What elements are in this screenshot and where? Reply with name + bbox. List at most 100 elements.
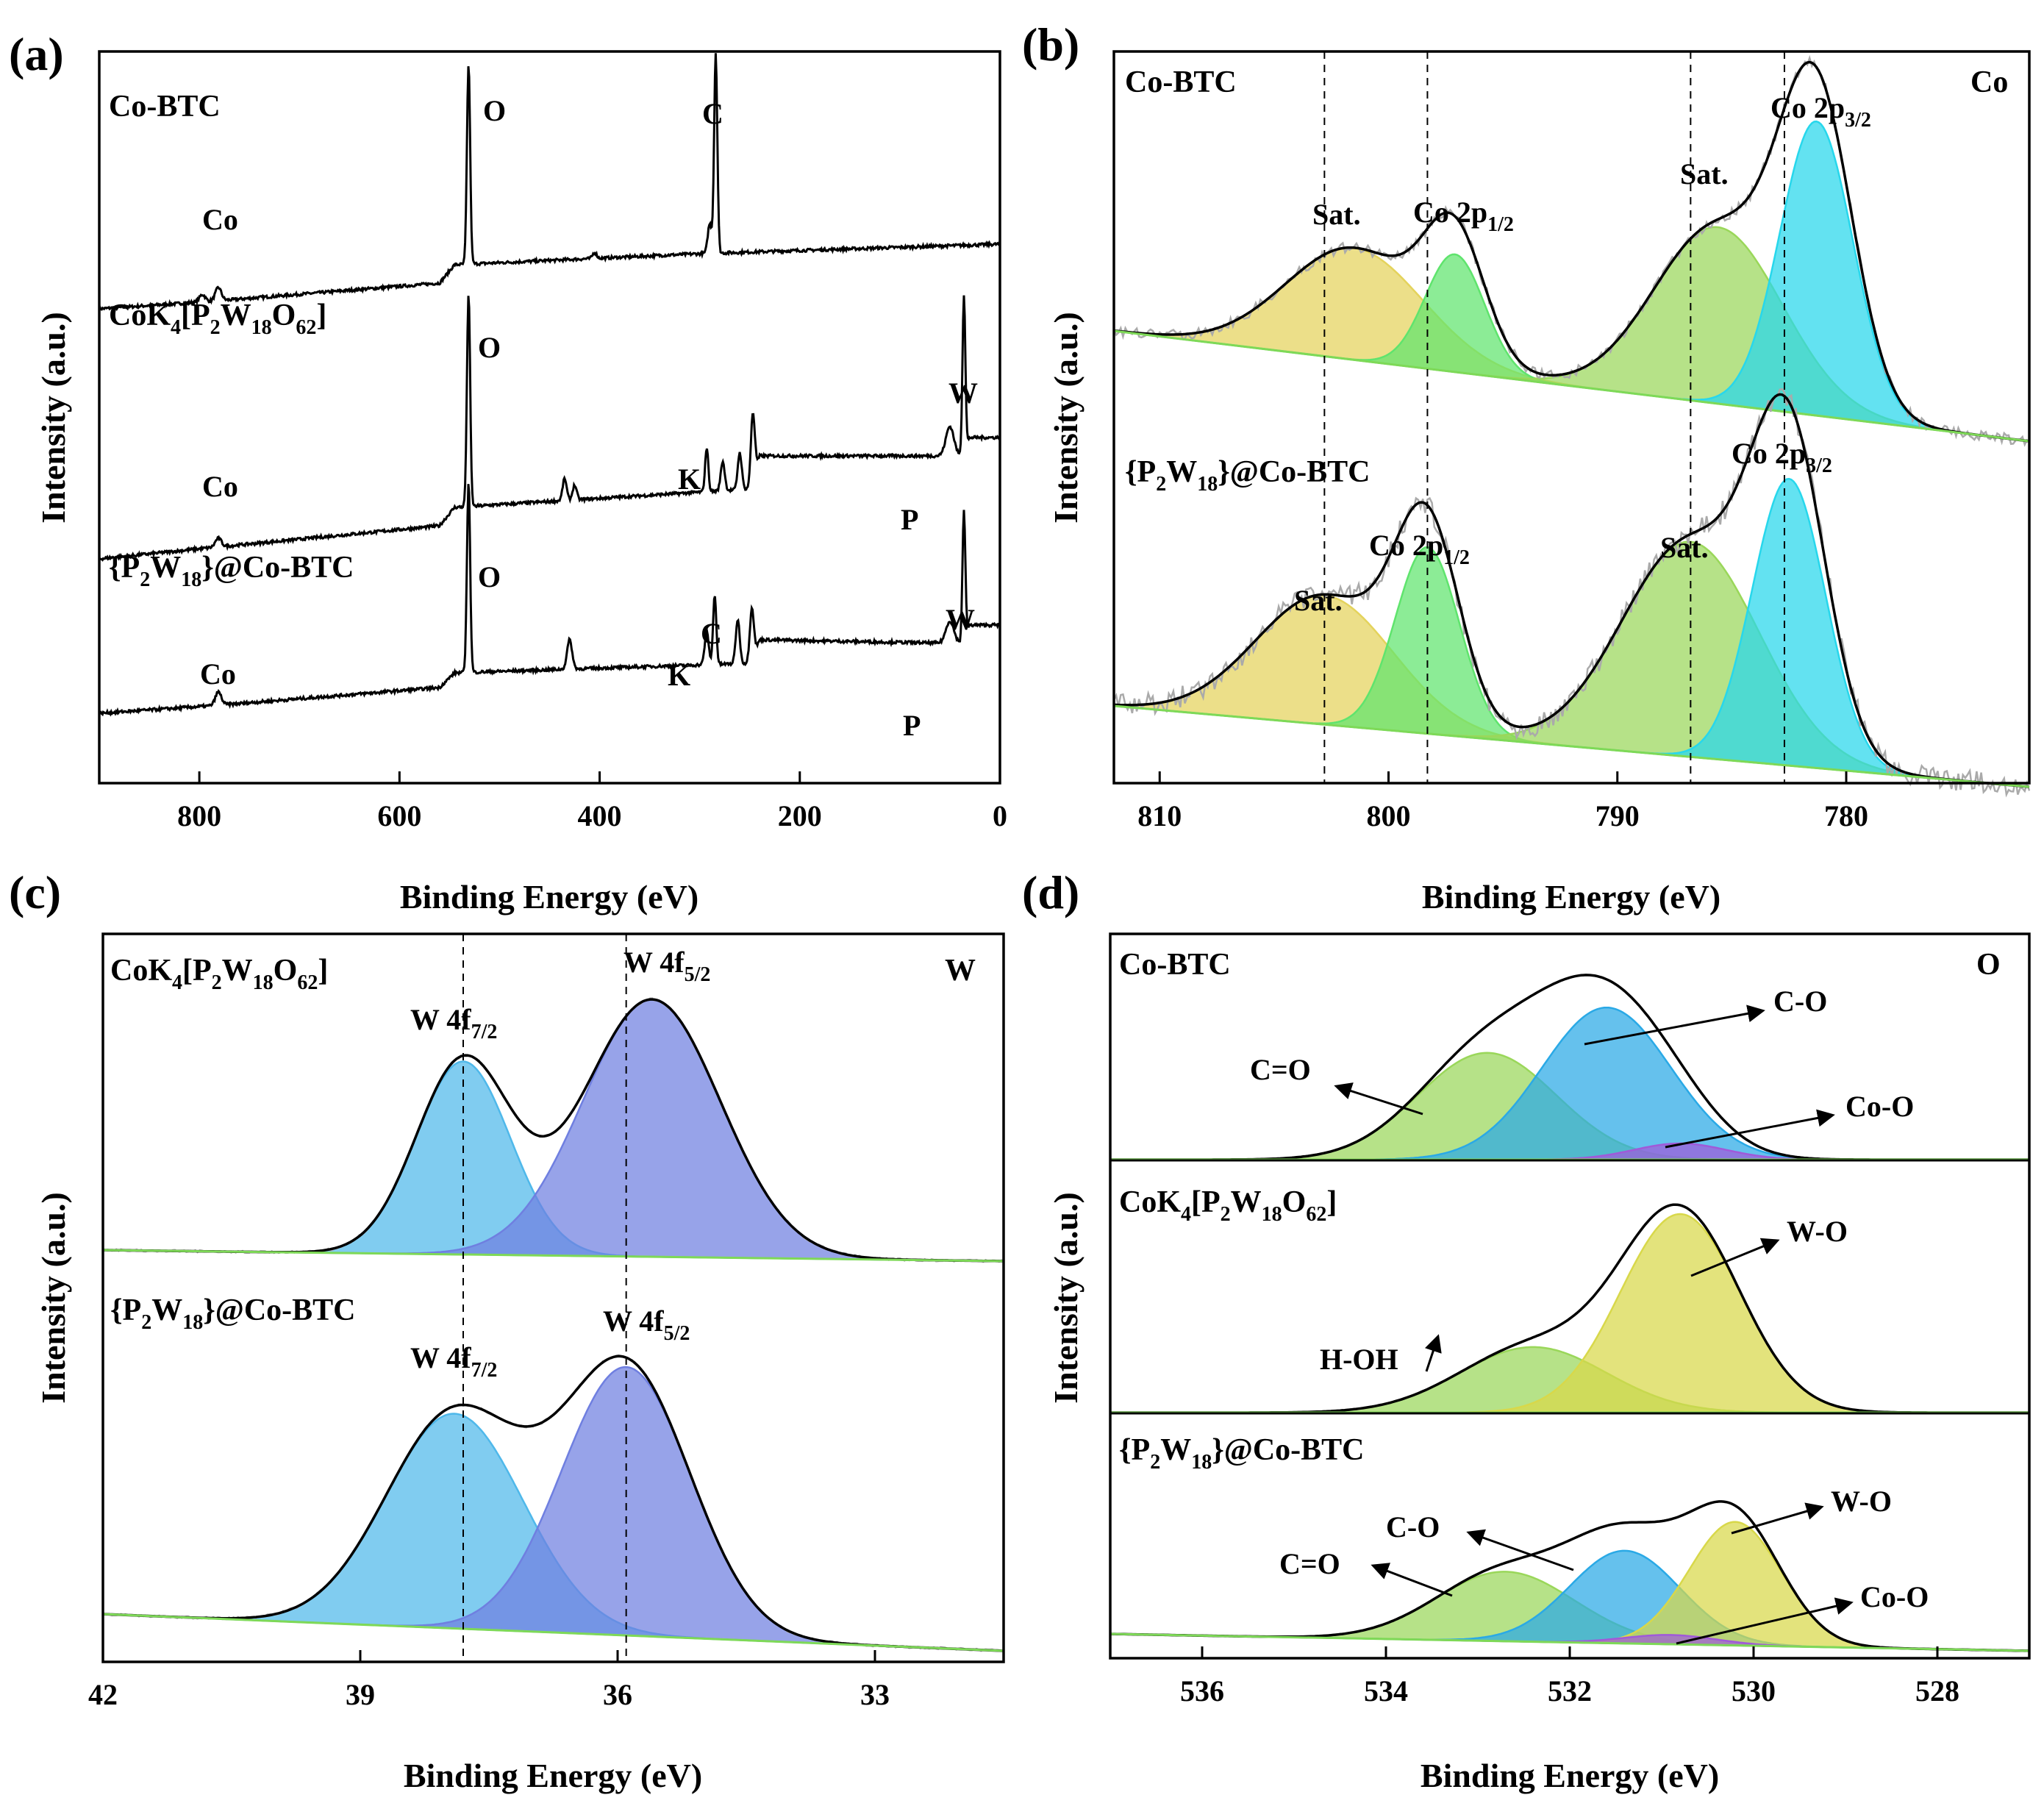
panel-c-series-name-p2w18-at-co-btc: {P2W18}@Co-BTC: [110, 1293, 356, 1334]
panel-a-frame: [98, 50, 1001, 785]
x-tick-label: 780: [1824, 799, 1868, 832]
annotation-arrow: [1665, 1109, 1835, 1149]
annotation-arrow: [1466, 1529, 1574, 1571]
panel-b-peak-label: Sat.: [1294, 584, 1343, 617]
survey-spectrum-line-1: [99, 295, 1001, 562]
panel-d-series-name-co-btc: Co-BTC: [1119, 948, 1231, 982]
panel-a-plot: [98, 53, 1001, 717]
survey-spectrum-line-2: [98, 484, 1001, 717]
panel-d-annotation: C-O: [1773, 985, 1827, 1018]
panel-c-y-axis-label: Intensity (a.u.): [35, 1192, 72, 1404]
panel-d-y-axis-label: Intensity (a.u.): [1047, 1192, 1084, 1404]
x-tick-label: 532: [1548, 1674, 1592, 1707]
panel-b-peak-label: Sat.: [1312, 198, 1361, 231]
annotation-arrow: [1371, 1563, 1453, 1597]
panel-d-x-ticks: 536 534 532 530 528: [1180, 1646, 1959, 1707]
panel-b-plot: [1112, 51, 2031, 798]
x-tick-label: 800: [177, 799, 221, 832]
panel-c-peak-label: W 4f7/2: [410, 1341, 497, 1382]
fit-component-w-o: [1110, 1213, 2029, 1414]
panel-a-peak-label: Co: [202, 203, 238, 236]
panel-a-series-name-cok4: CoK4[P2W18O62]: [109, 299, 326, 339]
x-tick-label: 536: [1180, 1674, 1224, 1707]
panel-d-label: (d): [1022, 866, 1079, 918]
fit-component-sat-: [1112, 594, 2030, 788]
panel-d-element-label: O: [1976, 948, 2001, 982]
annotation-arrow: [1690, 1238, 1780, 1277]
panel-a-peak-label: O: [478, 331, 501, 364]
x-tick-label: 534: [1364, 1674, 1408, 1707]
panel-b-x-ticks: 810 800 790 780: [1137, 771, 1868, 832]
panel-b-x-axis-label: Binding Energy (eV): [1422, 878, 1720, 916]
panel-d-series-name-p2w18-at-co-btc: {P2W18}@Co-BTC: [1119, 1433, 1365, 1474]
panel-b-peak-label: Co 2p3/2: [1732, 437, 1832, 477]
panel-a-peak-label: P: [903, 709, 921, 742]
panel-a-peak-label: K: [668, 659, 690, 692]
annotation-arrow: [1676, 1597, 1854, 1645]
fit-component-w-4f5-2: [102, 998, 1004, 1263]
panel-d-annotation: C-O: [1386, 1510, 1440, 1543]
x-tick-label: 400: [578, 799, 622, 832]
panel-d-annotation: H-OH: [1320, 1343, 1398, 1376]
panel-b-label: (b): [1022, 18, 1079, 71]
fit-baseline: [102, 1613, 1004, 1652]
panel-c-series-name-cok4: CoK4[P2W18O62]: [110, 954, 328, 994]
x-tick-label: 810: [1137, 799, 1182, 832]
panel-d-annotation: C=O: [1279, 1547, 1340, 1580]
fit-envelope-line: [1113, 60, 2030, 443]
x-tick-label: 600: [377, 799, 421, 832]
fit-baseline: [1109, 1632, 2030, 1652]
panel-b-y-axis-label: Intensity (a.u.): [1047, 312, 1084, 524]
panel-a-y-axis-label: Intensity (a.u.): [35, 312, 72, 524]
x-tick-label: 36: [603, 1678, 632, 1711]
panel-d-annotation: C=O: [1250, 1053, 1311, 1086]
panel-c-plot: [102, 934, 1004, 1662]
panel-b-series-name-p2w18-at-co-btc: {P2W18}@Co-BTC: [1125, 455, 1371, 496]
panel-a-peak-label: Co: [200, 657, 236, 690]
panel-d-annotation: Co-O: [1845, 1090, 1914, 1123]
panel-d-series-name-cok4: CoK4[P2W18O62]: [1119, 1185, 1337, 1226]
x-tick-label: 200: [778, 799, 822, 832]
fit-baseline: [102, 1249, 1004, 1263]
panel-d-annotation: W-O: [1787, 1215, 1848, 1248]
panel-a-peak-label: C: [701, 617, 722, 650]
fit-envelope-line: [1113, 393, 2030, 788]
fit-baseline: [1113, 704, 2030, 788]
panel-c-label: (c): [9, 866, 61, 918]
panel-a-peak-label: W: [948, 376, 978, 410]
panel-a-series-name-p2w18-at-co-btc: {P2W18}@Co-BTC: [109, 551, 354, 591]
x-tick-label: 42: [88, 1678, 118, 1711]
panel-d-x-axis-label: Binding Energy (eV): [1421, 1757, 1719, 1794]
x-tick-label: 33: [860, 1678, 890, 1711]
annotation-arrow: [1731, 1502, 1824, 1535]
annotation-arrow: [1424, 1334, 1442, 1372]
panel-a-series-name-co-btc: Co-BTC: [109, 90, 221, 124]
panel-a: (a) 800 600 400 200 0 Binding Energy (eV) In…: [9, 28, 1007, 916]
panel-a-peak-label: C: [702, 97, 723, 130]
panel-d: (d) 536 534 532 530 528 Binding Energy (eV) …: [1022, 866, 2031, 1794]
panel-a-x-axis-label: Binding Energy (eV): [400, 878, 698, 916]
x-tick-label: 528: [1915, 1674, 1959, 1707]
annotation-arrow: [1584, 1004, 1765, 1046]
panel-c-peak-label: W 4f5/2: [603, 1304, 690, 1345]
panel-c-peak-label: W 4f5/2: [623, 946, 710, 986]
x-tick-label: 0: [993, 799, 1007, 832]
panel-c: (c) 42 39 36 33 Binding Energy (eV) Intensi…: [9, 866, 1005, 1794]
panel-b-peak-label: Sat.: [1680, 157, 1729, 190]
fit-component-co-2p3-2: [1113, 120, 2030, 443]
panel-a-peak-label: Co: [202, 470, 238, 503]
x-tick-label: 39: [346, 1678, 375, 1711]
panel-d-arrows: [1334, 1004, 1854, 1645]
panel-a-peak-label: P: [901, 503, 918, 536]
panel-b-frame: [1112, 50, 2031, 785]
panel-a-peak-label: O: [478, 560, 501, 593]
panel-a-peak-label: K: [678, 463, 701, 496]
panel-d-plot: [1109, 974, 2030, 1652]
panel-a-peak-label: W: [946, 603, 975, 636]
panel-c-x-axis-label: Binding Energy (eV): [404, 1757, 702, 1794]
panel-d-annotation: W-O: [1831, 1485, 1892, 1518]
panel-b: (b) 810 800 790 780 Binding Energy (eV) Int…: [1022, 18, 2031, 916]
panel-b-element-label: Co: [1970, 65, 2008, 99]
panel-a-peak-label: O: [483, 94, 506, 127]
